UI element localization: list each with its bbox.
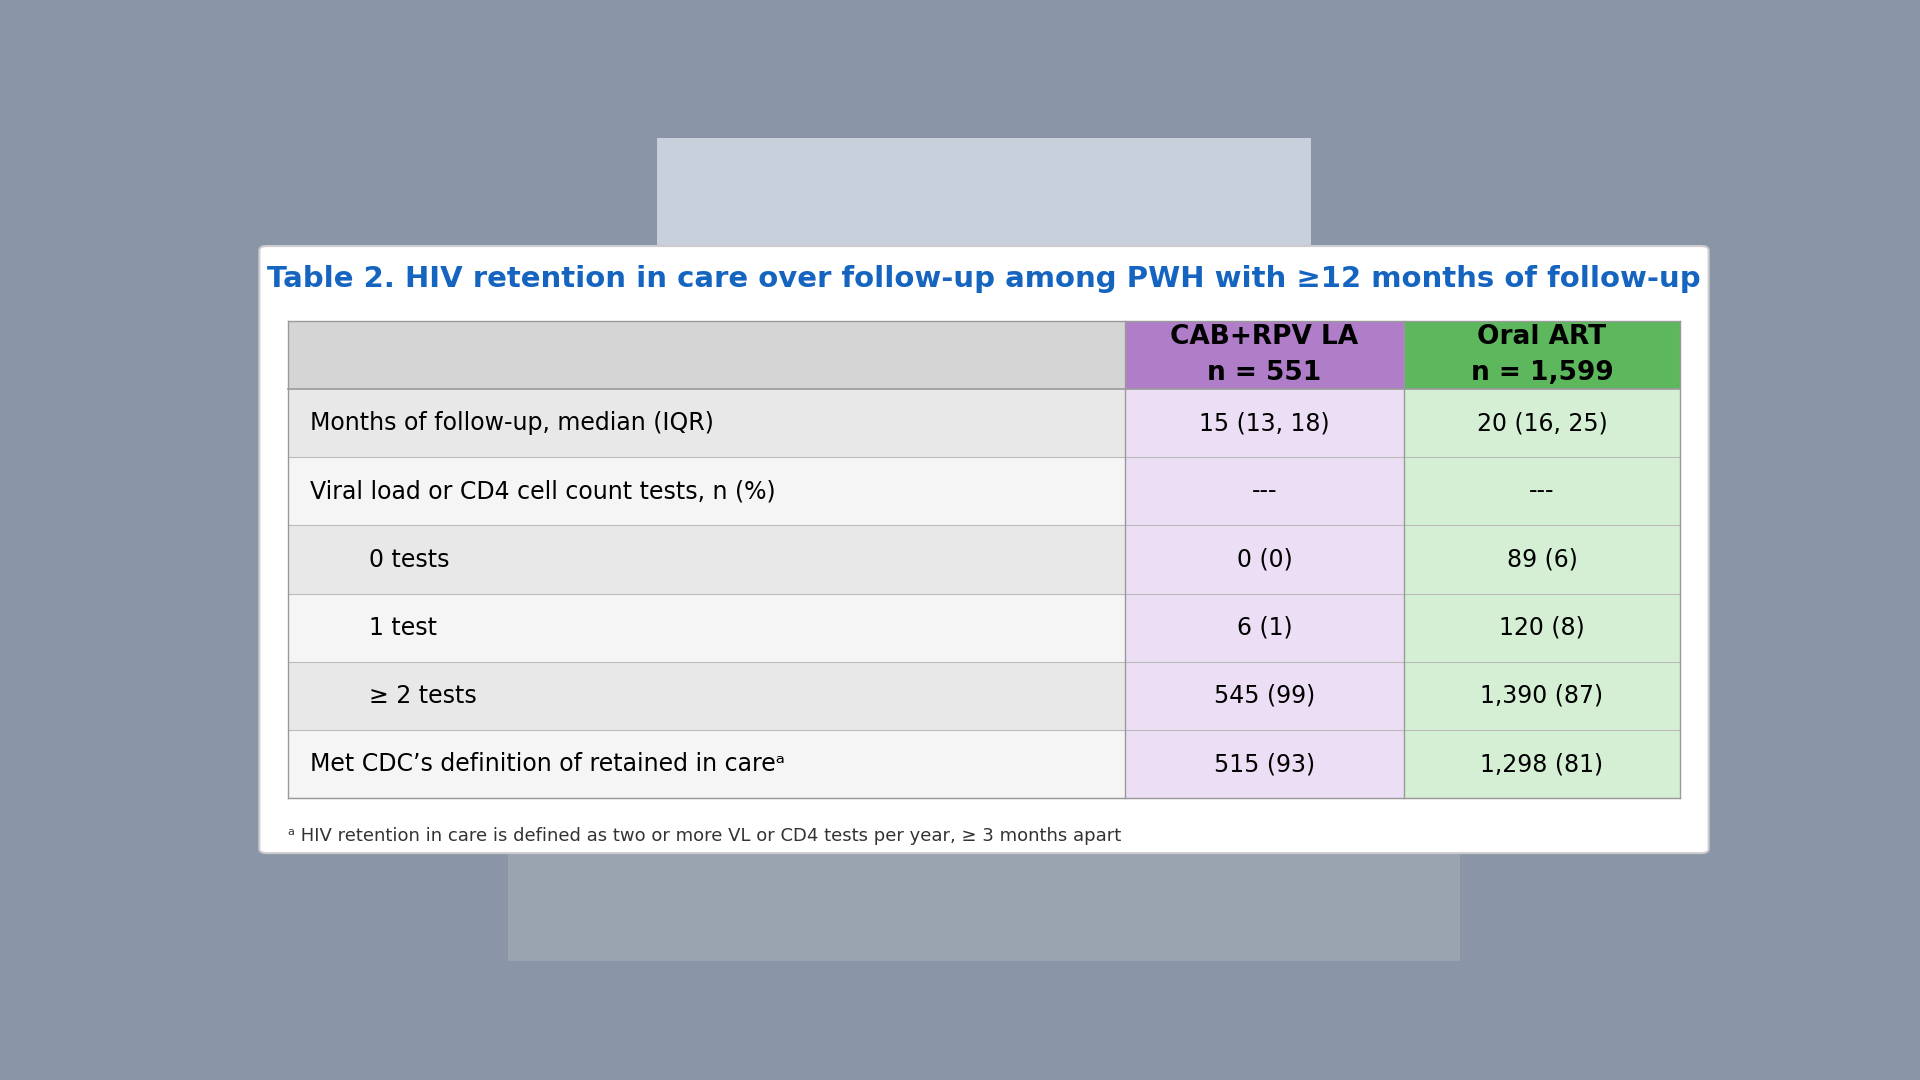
Text: 1 test: 1 test	[369, 616, 438, 639]
Text: Viral load or CD4 cell count tests, n (%): Viral load or CD4 cell count tests, n (%…	[309, 480, 776, 503]
Text: Met CDC’s definition of retained in careᵃ: Met CDC’s definition of retained in care…	[309, 752, 785, 777]
Bar	[1404, 321, 1680, 389]
Text: 89 (6): 89 (6)	[1507, 548, 1578, 571]
Text: Months of follow-up, median (IQR): Months of follow-up, median (IQR)	[309, 411, 714, 435]
Text: 545 (99): 545 (99)	[1213, 684, 1315, 707]
Text: 6 (1): 6 (1)	[1236, 616, 1292, 639]
Bar	[1125, 594, 1404, 662]
Bar	[288, 730, 1125, 798]
Text: 0 (0): 0 (0)	[1236, 548, 1292, 571]
Bar	[288, 457, 1125, 526]
Text: 1,390 (87): 1,390 (87)	[1480, 684, 1603, 707]
Bar	[1404, 457, 1680, 526]
Text: Table 2. HIV retention in care over follow-up among PWH with ≥12 months of follo: Table 2. HIV retention in care over foll…	[267, 266, 1701, 294]
Bar	[1404, 526, 1680, 594]
Text: ≥ 2 tests: ≥ 2 tests	[369, 684, 478, 707]
Bar	[288, 321, 1125, 389]
Bar	[1125, 321, 1404, 389]
Bar	[288, 389, 1125, 457]
Text: CAB+RPV LA
n = 551: CAB+RPV LA n = 551	[1171, 324, 1359, 386]
Text: 515 (93): 515 (93)	[1213, 752, 1315, 777]
Text: 120 (8): 120 (8)	[1500, 616, 1584, 639]
Bar	[507, 853, 1461, 961]
Bar	[1404, 594, 1680, 662]
Bar	[1125, 457, 1404, 526]
Text: 20 (16, 25): 20 (16, 25)	[1476, 411, 1607, 435]
Text: 15 (13, 18): 15 (13, 18)	[1200, 411, 1331, 435]
Bar	[1125, 730, 1404, 798]
Text: ---: ---	[1252, 480, 1277, 503]
Text: ---: ---	[1528, 480, 1555, 503]
Bar	[1125, 526, 1404, 594]
Text: 1,298 (81): 1,298 (81)	[1480, 752, 1603, 777]
Bar	[1125, 389, 1404, 457]
Text: 0 tests: 0 tests	[369, 548, 449, 571]
Bar	[288, 662, 1125, 730]
Text: ᵃ HIV retention in care is defined as two or more VL or CD4 tests per year, ≥ 3 : ᵃ HIV retention in care is defined as tw…	[288, 827, 1121, 846]
Text: Oral ART
n = 1,599: Oral ART n = 1,599	[1471, 324, 1613, 386]
Bar	[1404, 662, 1680, 730]
Bar	[288, 526, 1125, 594]
Bar	[1404, 389, 1680, 457]
Bar	[1125, 662, 1404, 730]
FancyBboxPatch shape	[259, 246, 1709, 853]
Bar	[1404, 730, 1680, 798]
Bar	[657, 138, 1311, 246]
Bar	[288, 594, 1125, 662]
